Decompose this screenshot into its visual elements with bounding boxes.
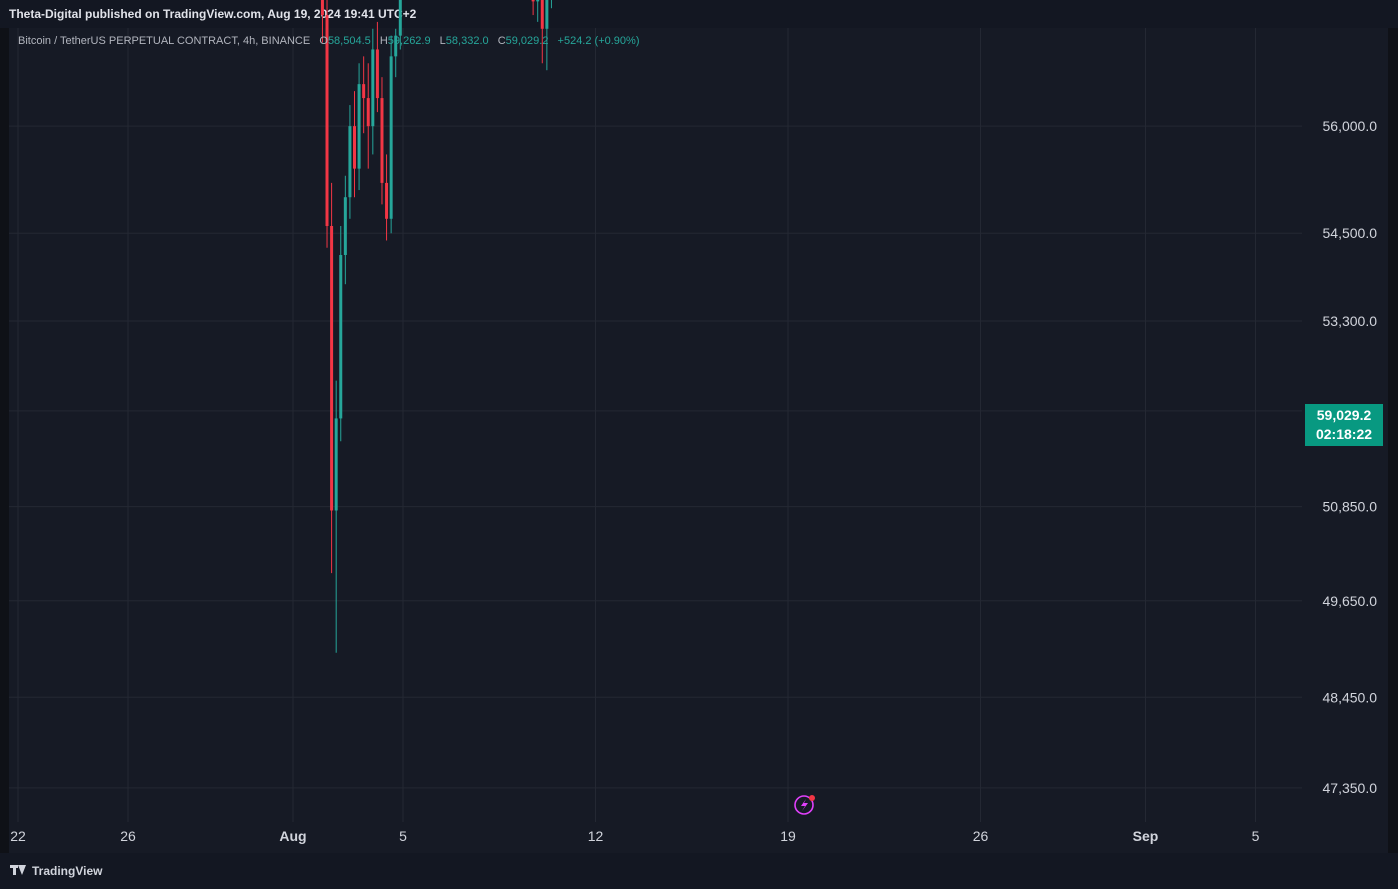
x-tick-label: 5	[399, 828, 407, 844]
candle	[531, 0, 535, 16]
publisher-line: Theta-Digital published on TradingView.c…	[9, 7, 417, 21]
candle-body	[371, 49, 375, 127]
low-label: L	[439, 35, 446, 47]
candle-body	[339, 254, 343, 419]
x-tick-label: 12	[588, 828, 604, 844]
candle-body	[353, 126, 356, 169]
y-tick-label: 48,450.0	[1323, 689, 1378, 705]
y-tick-label: 50,850.0	[1323, 499, 1378, 515]
x-tick-label: 26	[120, 828, 136, 844]
candle-body	[320, 0, 324, 16]
open-value: 58,504.5	[327, 35, 371, 47]
candle	[545, 0, 549, 71]
candle	[353, 91, 356, 198]
publisher-bar: Theta-Digital published on TradingView.c…	[0, 0, 1398, 28]
candle	[389, 35, 393, 234]
candle	[366, 63, 370, 169]
candle-body	[357, 84, 361, 169]
last-price-badge: 59,029.2 02:18:22	[1305, 404, 1383, 446]
candle	[385, 154, 389, 241]
price-axis[interactable]: 72,000.070,000.068,000.066,000.064,000.0…	[1323, 0, 1378, 796]
candle	[540, 0, 544, 64]
chart-area[interactable]	[9, 28, 1388, 853]
candle	[398, 0, 402, 50]
x-tick-label: 22	[10, 828, 26, 844]
tradingview-brand: TradingView	[32, 864, 103, 878]
x-tick-label: 5	[1252, 828, 1260, 844]
candle-body	[394, 35, 398, 57]
candle	[330, 182, 334, 574]
candle	[334, 380, 338, 653]
candle-body	[366, 98, 370, 127]
grid-layer	[9, 28, 1302, 822]
last-price-value: 59,029.2	[1316, 407, 1372, 423]
candle-body	[334, 418, 338, 511]
candles-layer	[320, 0, 552, 653]
candle-body	[531, 0, 535, 2]
y-tick-label: 53,300.0	[1323, 313, 1378, 329]
candle	[550, 0, 552, 9]
time-axis[interactable]: 22 26 Aug 5 12 19 26 Sep 5	[10, 828, 1259, 844]
candle	[362, 56, 366, 134]
y-tick-label: 54,500.0	[1323, 225, 1378, 241]
x-tick-label: Sep	[1133, 828, 1159, 844]
candle	[343, 175, 347, 285]
lightning-icon[interactable]	[794, 795, 815, 815]
open-label: O	[319, 35, 328, 47]
symbol-name[interactable]: Bitcoin / TetherUS PERPETUAL CONTRACT, 4…	[18, 35, 311, 47]
candle	[371, 28, 375, 155]
candle-body	[398, 0, 402, 36]
candle-body	[545, 0, 549, 29]
candle-body	[325, 15, 329, 227]
footer-bar: TradingView	[0, 853, 1398, 889]
candle-body	[389, 56, 393, 219]
candle-body	[536, 0, 540, 2]
candle-body	[362, 84, 366, 99]
high-value: 59,262.9	[387, 35, 431, 47]
candle	[536, 0, 540, 22]
change-value: +524.2 (+0.90%)	[557, 35, 640, 47]
bar-countdown: 02:18:22	[1315, 426, 1373, 442]
candle-body	[375, 49, 379, 99]
candle	[339, 226, 343, 442]
y-tick-label: 56,000.0	[1323, 118, 1378, 134]
y-tick-label: 49,650.0	[1323, 593, 1378, 609]
candle	[325, 0, 329, 248]
candle	[375, 21, 379, 113]
candle	[394, 28, 398, 78]
x-tick-label: 26	[973, 828, 989, 844]
candle-body	[343, 197, 347, 255]
candle-body	[540, 0, 544, 29]
close-label: C	[497, 35, 506, 47]
close-value: 59,029.2	[505, 35, 549, 47]
x-tick-label: Aug	[279, 828, 306, 844]
candle-body	[330, 226, 334, 511]
candle-body	[385, 182, 389, 219]
x-tick-label: 19	[780, 828, 796, 844]
candle	[357, 63, 361, 191]
tradingview-logo[interactable]: TradingView	[10, 864, 102, 878]
tradingview-logo-icon	[10, 865, 28, 877]
y-tick-label: 47,350.0	[1323, 780, 1378, 796]
candle	[320, 0, 324, 43]
candle	[380, 77, 384, 205]
high-label: H	[379, 35, 388, 47]
low-value: 58,332.0	[445, 35, 489, 47]
candle-body	[380, 98, 384, 183]
symbol-legend[interactable]: Bitcoin / TetherUS PERPETUAL CONTRACT, 4…	[18, 35, 645, 47]
candle-body	[348, 126, 352, 198]
candle	[348, 105, 352, 219]
